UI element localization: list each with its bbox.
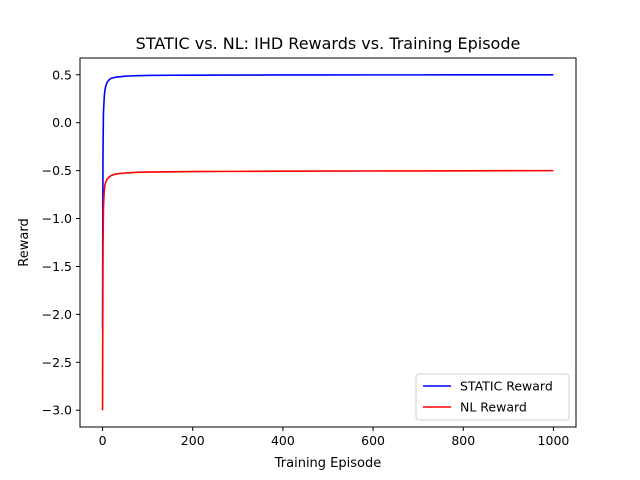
y-tick-label: −3.0 [42, 403, 72, 418]
x-tick-label: 400 [271, 433, 295, 448]
y-tick-label: −1.0 [42, 211, 72, 226]
legend-box [415, 373, 570, 421]
y-tick-label: −2.0 [42, 307, 72, 322]
y-axis-label: Reward [17, 218, 32, 266]
plot-frame [79, 57, 577, 428]
x-tick-label: 800 [451, 433, 475, 448]
x-tick-label: 600 [361, 433, 385, 448]
series-line-nl [101, 169, 554, 411]
y-tick-label: −1.5 [42, 259, 72, 274]
y-tick-label: −0.5 [42, 163, 72, 178]
y-tick-label: 0.0 [52, 115, 72, 130]
series-line-static [101, 73, 554, 329]
x-tick-label: 0 [99, 433, 107, 448]
x-tick-label: 200 [181, 433, 205, 448]
x-axis-label: Training Episode [274, 456, 381, 471]
x-tick-label: 1000 [538, 433, 570, 448]
chart-title: STATIC vs. NL: IHD Rewards vs. Training … [136, 34, 521, 53]
plot-area [79, 57, 577, 428]
y-tick-label: −2.5 [42, 355, 72, 370]
legend-label-nl: NL Reward [460, 400, 527, 415]
legend: STATIC Reward NL Reward [415, 373, 570, 421]
y-tick-label: 0.5 [52, 67, 72, 82]
legend-label-static: STATIC Reward [460, 379, 553, 394]
